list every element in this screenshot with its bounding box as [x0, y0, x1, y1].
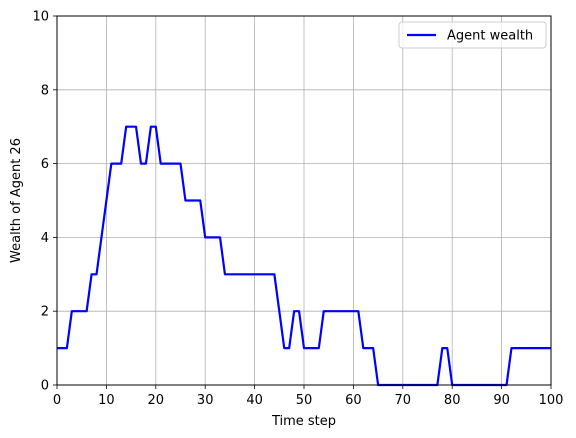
- x-tick-label: 90: [493, 393, 510, 408]
- x-tick-label: 10: [98, 393, 115, 408]
- x-tick-label: 40: [246, 393, 263, 408]
- axis-ticks: 0 10 20 30 40 50 60 70 80 90 100 0 2 4 6 8 10: [32, 10, 563, 409]
- legend-box: [398, 21, 547, 49]
- x-tick-label: 0: [53, 393, 61, 408]
- y-tick-label: 10: [32, 10, 49, 25]
- y-tick-label: 0: [41, 379, 49, 394]
- x-tick-label: 80: [444, 393, 461, 408]
- x-tick-label: 30: [197, 393, 214, 408]
- x-tick-label: 100: [539, 393, 564, 408]
- y-tick-label: 2: [41, 305, 49, 320]
- x-tick-label: 60: [345, 393, 362, 408]
- x-tick-label: 50: [296, 393, 313, 408]
- y-tick-label: 4: [41, 231, 49, 246]
- y-axis-label: Wealth of Agent 26: [9, 138, 24, 263]
- x-axis-label: Time step: [271, 414, 336, 429]
- x-tick-label: 70: [395, 393, 412, 408]
- y-tick-label: 8: [41, 83, 49, 98]
- y-tick-label: 6: [41, 157, 49, 172]
- x-tick-label: 20: [148, 393, 165, 408]
- grid-lines: [56, 15, 552, 386]
- legend-entry-agent-wealth: Agent wealth: [447, 29, 533, 44]
- legend: Agent wealth: [398, 21, 547, 49]
